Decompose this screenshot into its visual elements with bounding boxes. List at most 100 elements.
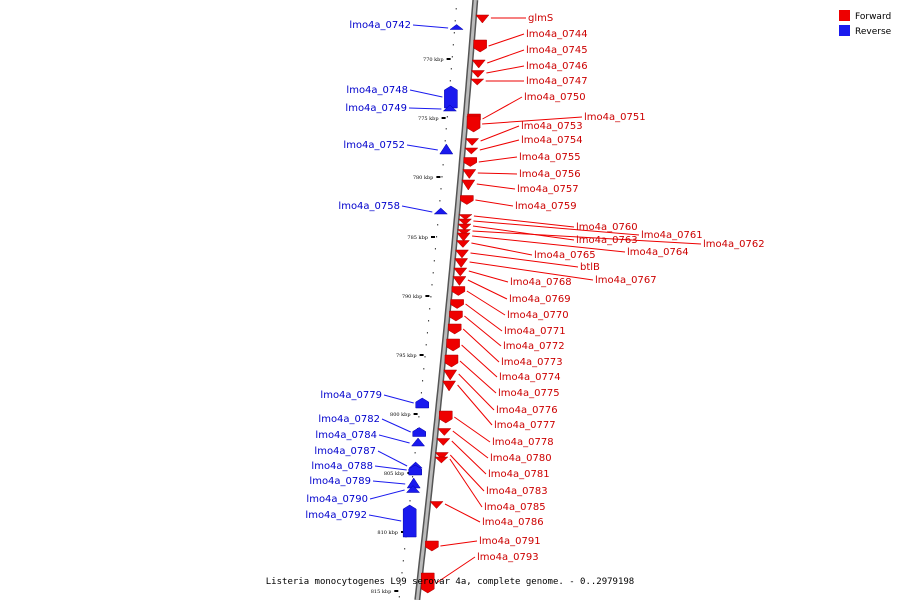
forward-gene-label: lmo4a_0793: [477, 552, 539, 563]
minor-tick: [444, 140, 446, 142]
forward-gene-label: lmo4a_0786: [482, 517, 544, 528]
forward-gene-label: lmo4a_0751: [584, 112, 646, 123]
forward-gene-leader: [472, 235, 626, 253]
forward-gene-label: lmo4a_0781: [488, 469, 550, 480]
forward-gene-lmo4a_0746: [470, 70, 485, 78]
reverse-gene-lmo4a_0748: [444, 85, 458, 109]
reverse-gene-label: lmo4a_0748: [346, 85, 408, 96]
forward-gene-label: lmo4a_0744: [526, 29, 588, 40]
minor-tick: [436, 236, 438, 238]
forward-gene-leader: [482, 96, 523, 120]
scale-tick-label: 805 kbp: [384, 471, 405, 477]
minor-tick: [426, 332, 428, 334]
forward-gene-label: lmo4a_0777: [494, 420, 556, 431]
reverse-gene-lmo4a_0788: [408, 464, 422, 476]
forward-gene-lmo4a_0772: [449, 310, 463, 322]
forward-gene-lmo4a_0775: [444, 354, 459, 368]
reverse-gene-label: lmo4a_0792: [305, 510, 367, 521]
reverse-gene-lmo4a_0790: [405, 485, 421, 493]
forward-gene-label: lmo4a_0767: [595, 275, 657, 286]
forward-gene-leader: [449, 454, 485, 492]
forward-gene-leader: [487, 49, 525, 64]
forward-gene-label: lmo4a_0780: [490, 453, 552, 464]
minor-tick: [414, 452, 416, 454]
reverse-gene-label: lmo4a_0787: [314, 446, 376, 457]
forward-gene-leader: [458, 373, 495, 411]
minor-tick: [445, 128, 447, 130]
reverse-gene-leader: [401, 205, 433, 213]
reverse-gene-lmo4a_0758: [433, 207, 448, 215]
forward-gene-label: lmo4a_0776: [496, 405, 558, 416]
forward-gene-label: lmo4a_0765: [534, 250, 596, 261]
forward-gene-leader: [478, 156, 518, 163]
forward-gene-label: lmo4a_0745: [526, 45, 588, 56]
forward-gene-leader: [444, 503, 481, 523]
reverse-gene-leader: [374, 465, 407, 471]
reverse-gene-label: lmo4a_0790: [306, 494, 368, 505]
forward-gene-leader: [454, 416, 491, 443]
minor-tick: [449, 80, 451, 82]
forward-gene-label: lmo4a_0761: [641, 230, 703, 241]
forward-gene-lmo4a_0753: [465, 138, 480, 146]
minor-tick: [402, 560, 404, 562]
scale-tick-label: 770 kbp: [423, 57, 444, 63]
forward-gene-leader: [435, 556, 476, 584]
forward-gene-label: lmo4a_0771: [504, 326, 566, 337]
minor-tick: [434, 248, 436, 250]
reverse-gene-label: lmo4a_0788: [311, 461, 373, 472]
forward-gene-label: btlB: [580, 262, 600, 273]
minor-tick: [418, 416, 420, 418]
forward-gene-label: lmo4a_0762: [703, 239, 765, 250]
minor-tick: [409, 500, 411, 502]
forward-gene-label: lmo4a_0775: [498, 388, 560, 399]
reverse-gene-leader: [372, 480, 406, 485]
scale-tick-label: 785 kbp: [407, 235, 428, 241]
forward-gene-label: glmS: [528, 13, 553, 24]
reverse-gene-lmo4a_0779: [415, 397, 429, 409]
minor-tick: [400, 584, 402, 586]
minor-tick: [439, 200, 441, 202]
reverse-gene-label: lmo4a_0742: [349, 20, 411, 31]
legend-swatch: [839, 10, 850, 21]
forward-gene-lmo4a_0759: [460, 195, 474, 205]
forward-gene-leader: [482, 116, 583, 125]
minor-tick: [431, 284, 433, 286]
forward-gene-label: lmo4a_0759: [515, 201, 577, 212]
forward-gene-lmo4a_0780: [437, 428, 452, 436]
forward-gene-leader: [486, 65, 525, 74]
forward-gene-label: lmo4a_0791: [479, 536, 541, 547]
legend-swatch: [839, 25, 850, 36]
minor-tick: [425, 344, 427, 346]
forward-gene-leader: [467, 279, 508, 300]
reverse-gene-leader: [377, 450, 408, 467]
forward-gene-lmo4a_0754: [464, 147, 479, 155]
forward-gene-label: lmo4a_0772: [503, 341, 565, 352]
forward-gene-lmo4a_0777: [442, 380, 457, 392]
reverse-gene-lmo4a_0742: [449, 24, 464, 30]
legend-label: Reverse: [855, 27, 892, 37]
forward-gene-label: lmo4a_0754: [521, 135, 583, 146]
forward-gene-label: lmo4a_0770: [507, 310, 569, 321]
forward-gene-leader: [471, 242, 533, 256]
forward-gene-leader: [462, 328, 500, 363]
gene-features: [402, 14, 490, 594]
label-leaders: [368, 17, 702, 584]
minor-tick: [423, 368, 425, 370]
reverse-gene-leader: [381, 418, 411, 433]
reverse-gene-leader: [406, 144, 438, 151]
reverse-gene-lmo4a_0784: [411, 437, 426, 447]
forward-gene-lmo4a_0768: [453, 267, 468, 277]
forward-gene-leader: [469, 261, 594, 281]
forward-gene-lmo4a_0761: [457, 218, 473, 226]
genome-backbone: [414, 0, 479, 600]
forward-gene-label: lmo4a_0747: [526, 76, 588, 87]
forward-gene-lmo4a_0745: [471, 59, 486, 69]
forward-gene-leader: [465, 303, 503, 332]
minor-tick: [450, 68, 452, 70]
scale-tick-label: 790 kbp: [402, 294, 423, 300]
reverse-gene-label: lmo4a_0789: [309, 476, 371, 487]
forward-gene-lmo4a_0764: [456, 232, 471, 242]
forward-gene-label: lmo4a_0750: [524, 92, 586, 103]
forward-gene-label: lmo4a_0769: [509, 294, 571, 305]
